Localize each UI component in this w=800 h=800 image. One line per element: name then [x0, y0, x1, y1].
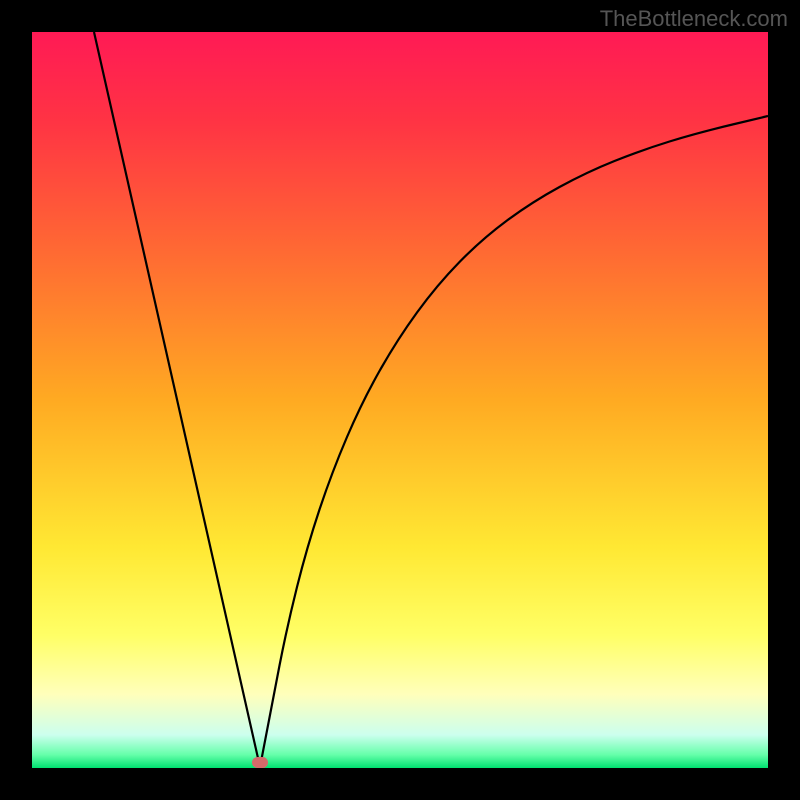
plot-area: [32, 32, 768, 768]
minimum-marker: [252, 757, 268, 768]
watermark-text: TheBottleneck.com: [600, 6, 788, 32]
bottleneck-curve: [32, 32, 768, 768]
chart-container: TheBottleneck.com: [0, 0, 800, 800]
curve-path: [94, 32, 768, 767]
